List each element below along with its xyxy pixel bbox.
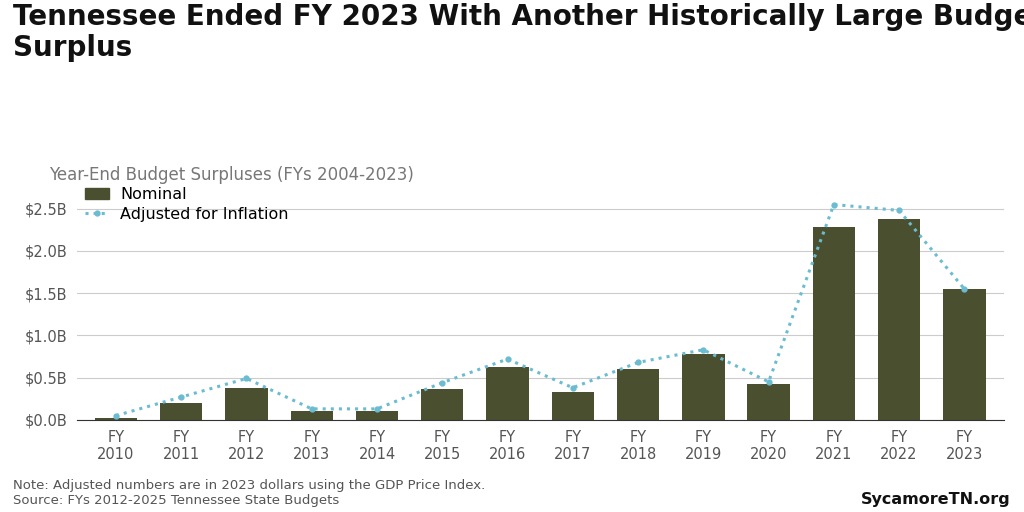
Bar [943,289,985,420]
Bar [355,412,398,420]
Bar [748,383,790,420]
Bar [552,392,594,420]
Text: Note: Adjusted numbers are in 2023 dollars using the GDP Price Index.
Source: FY: Note: Adjusted numbers are in 2023 dolla… [13,479,485,507]
Bar [616,369,659,420]
Bar [160,403,203,420]
Bar [225,388,267,420]
Bar [813,227,855,420]
Bar [878,219,921,420]
Bar [291,412,333,420]
Text: Year-End Budget Surpluses (FYs 2004-2023): Year-End Budget Surpluses (FYs 2004-2023… [49,166,414,184]
Text: Tennessee Ended FY 2023 With Another Historically Large Budget
Surplus: Tennessee Ended FY 2023 With Another His… [13,3,1024,62]
Legend: Nominal, Adjusted for Inflation: Nominal, Adjusted for Inflation [85,187,289,222]
Text: SycamoreTN.org: SycamoreTN.org [861,492,1011,507]
Bar [95,418,137,420]
Bar [486,368,528,420]
Bar [682,354,725,420]
Bar [421,389,464,420]
